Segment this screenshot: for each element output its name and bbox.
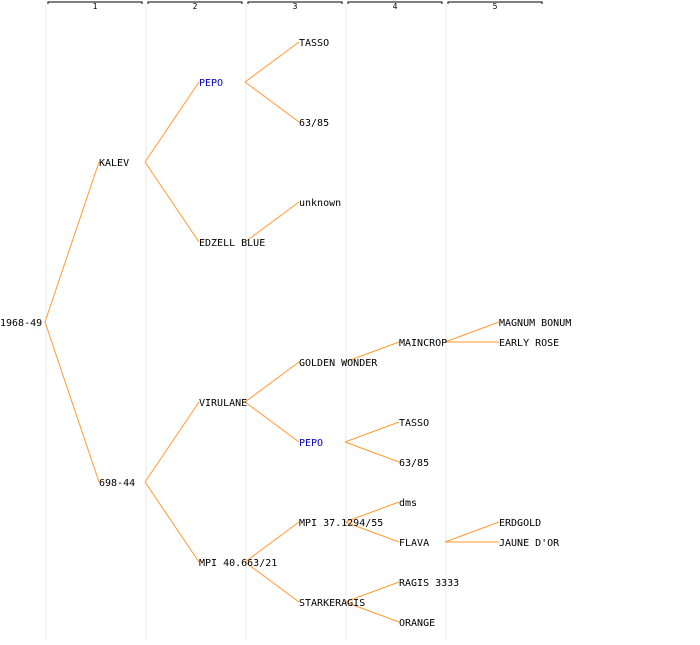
header-bracket: [347, 1, 443, 4]
node-label[interactable]: 63/85: [299, 118, 329, 129]
edge-n4-n9: [244, 201, 300, 243]
node-label[interactable]: VIRULANE: [199, 398, 247, 409]
node-label[interactable]: 63/85: [399, 458, 429, 469]
generation-number: 5: [493, 2, 498, 11]
edge-n11-n16: [344, 441, 400, 463]
generation-header-5: 5: [447, 1, 543, 11]
column-gridlines: [45, 4, 447, 640]
edge-n13-n19: [344, 581, 400, 603]
node-label[interactable]: MAINCROP: [399, 338, 447, 349]
edge-n14-n21: [444, 321, 500, 343]
generation-number: 2: [193, 2, 198, 11]
edge-n11-n15: [344, 421, 400, 443]
node-label[interactable]: 1968-49: [0, 318, 42, 329]
node-label[interactable]: dms: [399, 498, 417, 509]
node-label[interactable]: TASSO: [399, 418, 429, 429]
edge-n13-n20: [344, 601, 400, 623]
generation-header-3: 3: [247, 1, 343, 11]
edge-n12-n18: [344, 521, 400, 543]
generation-number: 3: [293, 2, 298, 11]
edge-n3-n7: [244, 41, 300, 83]
node-label[interactable]: JAUNE D'OR: [499, 538, 560, 549]
edge-n18-n23: [444, 521, 500, 543]
generation-header: 1 2 3 4 5: [47, 1, 543, 11]
pedigree-edges: [44, 41, 500, 623]
generation-header-1: 1: [47, 1, 143, 11]
node-label[interactable]: GOLDEN WONDER: [299, 358, 378, 369]
generation-header-2: 2: [147, 1, 243, 11]
node-label[interactable]: MPI 37.1294/55: [299, 518, 383, 529]
node-label[interactable]: unknown: [299, 198, 341, 209]
edge-n0-n2: [44, 321, 100, 483]
edge-n1-n3: [144, 81, 200, 163]
node-label[interactable]: 698-44: [99, 478, 135, 489]
node-label[interactable]: EARLY ROSE: [499, 338, 559, 349]
edge-n1-n4: [144, 161, 200, 243]
header-bracket: [247, 1, 343, 4]
node-label[interactable]: ERDGOLD: [499, 518, 541, 529]
node-label[interactable]: PEPO: [199, 78, 223, 89]
node-label[interactable]: KALEV: [99, 158, 129, 169]
node-label[interactable]: STARKERAGIS: [299, 598, 365, 609]
node-label[interactable]: ORANGE: [399, 618, 435, 629]
header-bracket: [47, 1, 143, 4]
generation-number: 4: [393, 2, 398, 11]
node-label[interactable]: EDZELL BLUE: [199, 238, 265, 249]
edge-n10-n14: [344, 341, 400, 363]
edge-n12-n17: [344, 501, 400, 523]
edge-n2-n6: [144, 481, 200, 563]
edge-n0-n1: [44, 161, 100, 323]
node-label[interactable]: PEPO: [299, 438, 323, 449]
edge-n5-n11: [244, 401, 300, 443]
generation-header-4: 4: [347, 1, 443, 11]
node-label[interactable]: MAGNUM BONUM: [499, 318, 571, 329]
generation-number: 1: [93, 2, 98, 11]
edge-n6-n12: [244, 521, 300, 563]
edge-n3-n8: [244, 81, 300, 123]
node-label[interactable]: MPI 40.663/21: [199, 558, 277, 569]
edge-n2-n5: [144, 401, 200, 483]
header-bracket: [147, 1, 243, 4]
header-bracket: [447, 1, 543, 4]
node-label[interactable]: FLAVA: [399, 538, 429, 549]
edge-n6-n13: [244, 561, 300, 603]
edge-n5-n10: [244, 361, 300, 403]
node-label[interactable]: TASSO: [299, 38, 329, 49]
pedigree-node-labels: 1968-49 KALEV 698-44 PEPO EDZELL BLUE VIRULAN…: [0, 38, 571, 629]
node-label[interactable]: RAGIS 3333: [399, 578, 459, 589]
